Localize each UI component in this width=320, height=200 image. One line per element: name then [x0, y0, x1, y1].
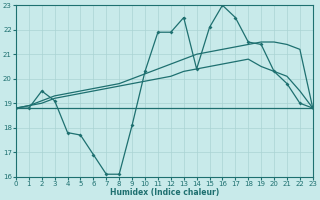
X-axis label: Humidex (Indice chaleur): Humidex (Indice chaleur) — [110, 188, 219, 197]
